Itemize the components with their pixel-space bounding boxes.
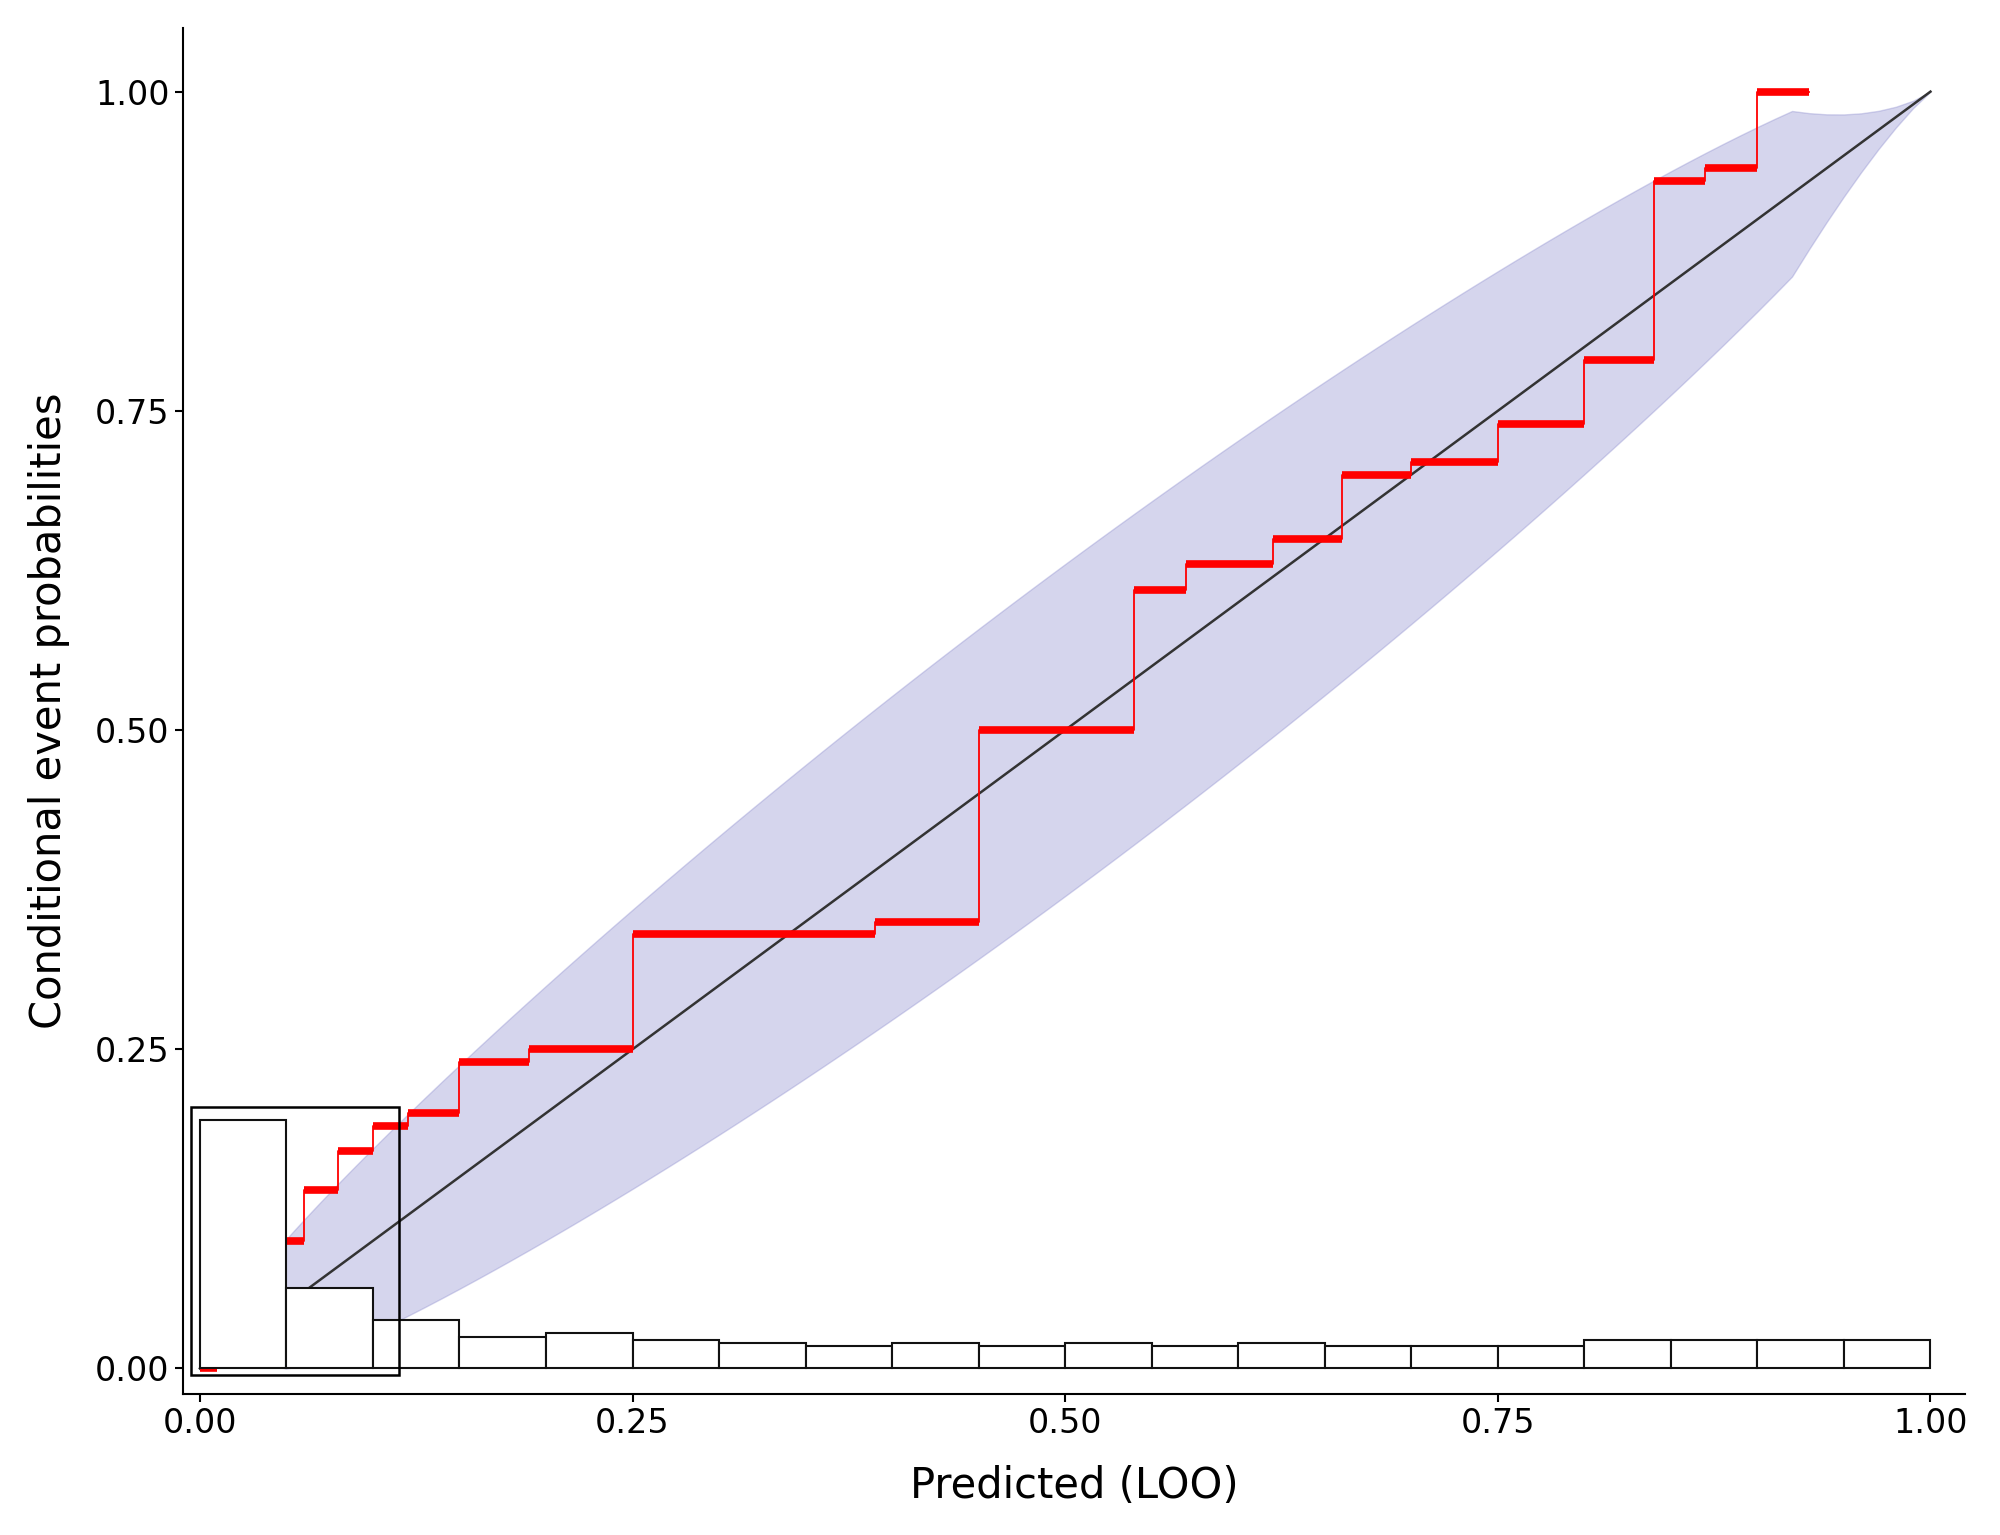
Bar — [192, 1107, 398, 1375]
Bar — [460, 1337, 546, 1369]
Y-axis label: Conditional event probabilities: Conditional event probabilities — [28, 393, 70, 1028]
Bar — [720, 1343, 806, 1369]
X-axis label: Predicted (LOO): Predicted (LOO) — [910, 1466, 1238, 1507]
Bar — [1758, 1340, 1844, 1369]
Bar — [1844, 1340, 1930, 1369]
Bar — [546, 1332, 632, 1369]
Bar — [286, 1288, 372, 1369]
Bar — [892, 1343, 978, 1369]
Bar — [1238, 1343, 1324, 1369]
Bar — [1412, 1346, 1498, 1369]
Bar — [1324, 1346, 1412, 1369]
Bar — [1498, 1346, 1584, 1369]
Bar — [1066, 1343, 1152, 1369]
Bar — [1670, 1340, 1758, 1369]
Bar — [978, 1346, 1066, 1369]
Bar — [1152, 1346, 1238, 1369]
Bar — [372, 1320, 460, 1369]
Bar — [200, 1119, 286, 1369]
Bar — [1584, 1340, 1670, 1369]
Bar — [632, 1340, 720, 1369]
Bar — [806, 1346, 892, 1369]
